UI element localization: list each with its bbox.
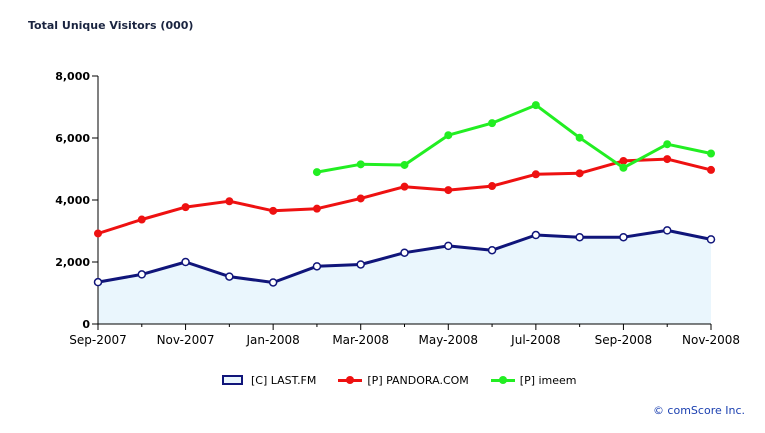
point-last-fm: [444, 241, 453, 251]
area-last-fm: [98, 230, 711, 324]
y-tick-label: 8,000: [55, 70, 90, 83]
series-points: [93, 101, 716, 287]
legend-item-imeem: [P] imeem: [490, 373, 577, 387]
point-pandora-com: [444, 186, 453, 195]
point-last-fm: [531, 230, 541, 240]
legend: [C] LAST.FM [P] PANDORA.COM [P] imeem: [222, 372, 599, 388]
point-last-fm: [400, 248, 409, 257]
point-last-fm: [137, 270, 147, 279]
point-imeem: [312, 168, 321, 177]
point-imeem: [575, 133, 584, 142]
y-tick-label: 2,000: [55, 256, 90, 269]
point-pandora-com: [181, 203, 190, 212]
point-pandora-com: [137, 215, 146, 224]
legend-item-lastfm: [C] LAST.FM: [222, 374, 316, 387]
x-tick-label: Jul-2008: [510, 333, 560, 347]
point-last-fm: [356, 260, 365, 269]
x-tick-label: Jan-2008: [245, 333, 299, 347]
y-tick-label: 6,000: [55, 132, 90, 145]
point-imeem: [663, 140, 672, 149]
point-pandora-com: [619, 156, 628, 165]
legend-item-pandora: [P] PANDORA.COM: [338, 373, 469, 387]
point-pandora-com: [400, 182, 409, 191]
legend-label-pandora: [P] PANDORA.COM: [367, 373, 469, 387]
point-pandora-com: [707, 165, 715, 174]
point-pandora-com: [488, 182, 497, 191]
point-last-fm: [575, 232, 584, 242]
x-tick-label: Mar-2008: [332, 333, 389, 347]
line-pandora-com: [97, 157, 712, 235]
point-last-fm: [662, 226, 672, 235]
x-tick-label: Sep-2008: [595, 333, 653, 347]
x-tick-label: May-2008: [419, 333, 478, 347]
point-last-fm: [487, 245, 497, 255]
line-imeem: [316, 103, 712, 174]
point-last-fm: [268, 278, 278, 287]
point-pandora-com: [575, 169, 584, 178]
point-pandora-com: [94, 229, 102, 238]
point-last-fm: [93, 277, 103, 287]
point-pandora-com: [312, 204, 321, 213]
legend-swatch-pandora: [338, 375, 363, 385]
point-last-fm: [312, 262, 322, 271]
point-last-fm: [181, 257, 190, 267]
legend-label-imeem: [P] imeem: [519, 373, 577, 387]
point-imeem: [400, 160, 409, 169]
point-imeem: [356, 160, 365, 169]
point-pandora-com: [269, 206, 278, 215]
x-tick-label: Sep-2007: [69, 333, 127, 347]
y-tick-label: 4,000: [55, 194, 90, 207]
point-imeem: [488, 119, 497, 128]
point-last-fm: [706, 235, 716, 244]
legend-swatch-lastfm: [222, 375, 246, 385]
point-imeem: [444, 131, 453, 140]
chart-title: Total Unique Visitors (000): [28, 19, 194, 32]
copyright-link[interactable]: © comScore Inc.: [652, 404, 745, 417]
legend-label-lastfm: [C] LAST.FM: [251, 373, 317, 387]
point-imeem: [531, 101, 540, 110]
point-imeem: [619, 163, 628, 172]
legend-swatch-imeem: [490, 375, 515, 385]
point-imeem: [707, 149, 715, 158]
point-pandora-com: [663, 155, 672, 164]
tick-labels: 0 2,000 4,000 6,000 8,000 Sep-2007 Nov-2007 Jan…: [55, 70, 740, 347]
x-tick-label: Nov-2008: [682, 333, 740, 347]
point-pandora-com: [531, 170, 540, 179]
x-tick-label: Nov-2007: [157, 333, 215, 347]
point-pandora-com: [225, 197, 234, 206]
point-last-fm: [619, 232, 628, 242]
point-last-fm: [225, 272, 234, 281]
area-layer: [98, 230, 711, 324]
point-pandora-com: [356, 194, 365, 203]
y-tick-label: 0: [82, 318, 90, 331]
